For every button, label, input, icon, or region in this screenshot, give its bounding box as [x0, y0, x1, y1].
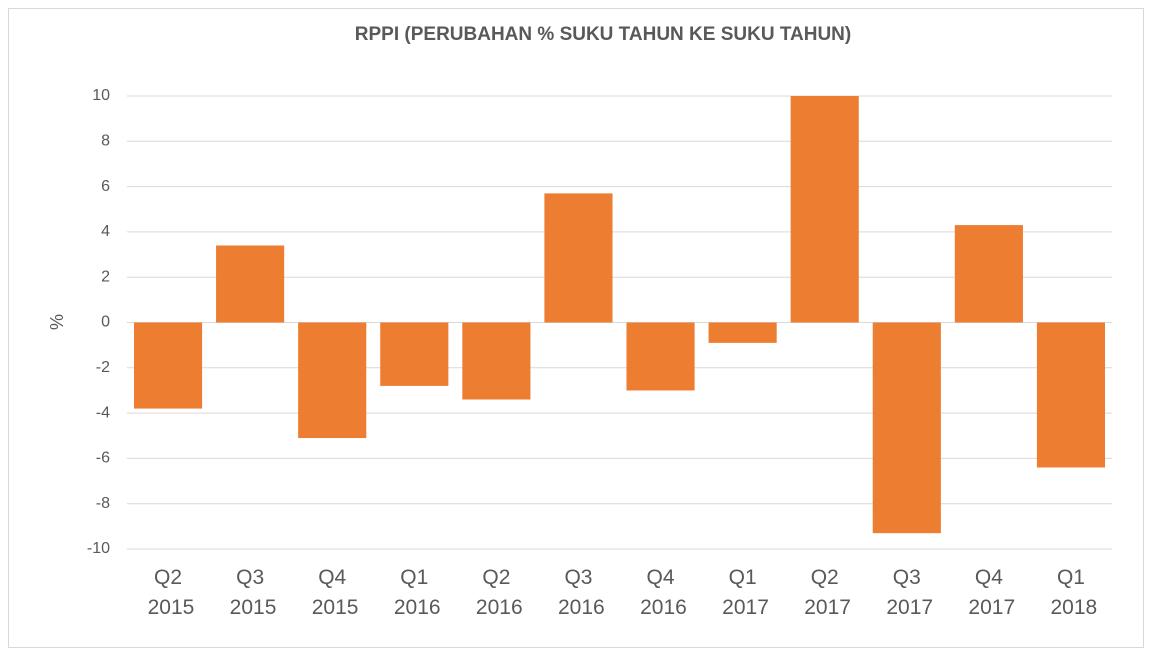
- bar: [544, 193, 613, 323]
- y-tick-label: 4: [101, 223, 110, 240]
- x-tick-label: Q1 2016: [388, 566, 441, 619]
- x-tick-label: Q3 2015: [224, 566, 277, 619]
- y-axis-label: %: [47, 314, 67, 330]
- y-tick-label: 10: [92, 87, 110, 104]
- x-tick-label: Q4 2017: [963, 566, 1016, 619]
- x-tick-label: Q3 2016: [552, 566, 605, 619]
- y-tick-label: -2: [96, 359, 110, 376]
- bar: [1036, 322, 1106, 468]
- y-tick-label: 6: [101, 178, 110, 195]
- bar: [790, 96, 859, 323]
- chart-title: RPPI (PERUBAHAN % SUKU TAHUN KE SUKU TAH…: [355, 24, 851, 45]
- bar: [626, 322, 695, 391]
- y-tick-label: 8: [101, 133, 110, 150]
- x-tick-label: Q2 2015: [142, 566, 195, 619]
- x-tick-label: Q2 2017: [798, 566, 851, 619]
- bar: [298, 322, 367, 439]
- bar: [133, 322, 203, 409]
- x-tick-label: Q3 2017: [881, 566, 934, 619]
- x-tick-label: Q4 2016: [634, 566, 687, 619]
- y-tick-label: -6: [96, 450, 110, 467]
- bar: [954, 225, 1023, 323]
- bar: [462, 322, 531, 400]
- x-tick-label: Q2 2016: [470, 566, 523, 619]
- x-tick-label: Q1 2017: [716, 566, 769, 619]
- y-tick-label: -8: [96, 495, 110, 512]
- y-tick-label: 2: [101, 268, 110, 285]
- bar: [216, 245, 285, 323]
- y-tick-label: 0: [101, 314, 110, 331]
- bar: [872, 322, 941, 534]
- y-tick-label: -4: [96, 404, 110, 421]
- bar: [380, 322, 449, 386]
- x-tick-label: Q1 2018: [1045, 566, 1098, 619]
- bar: [708, 322, 777, 343]
- x-tick-label: Q4 2015: [306, 566, 359, 619]
- y-tick-label: -10: [87, 540, 110, 557]
